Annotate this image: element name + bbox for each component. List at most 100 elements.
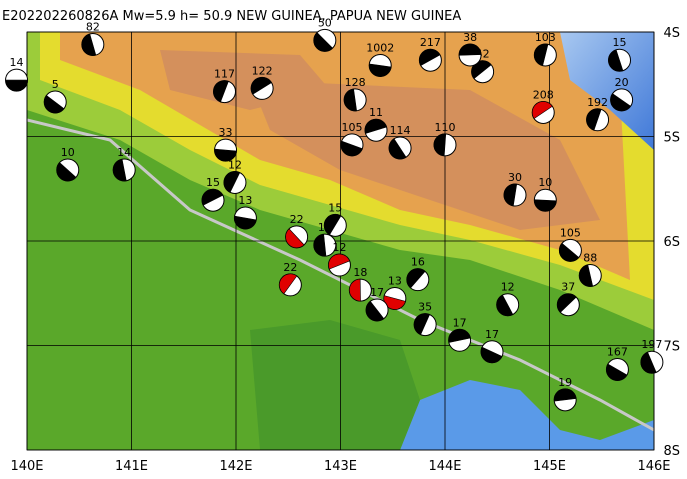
depth-label: 12	[501, 281, 515, 294]
depth-label: 208	[533, 88, 554, 101]
compression-quadrant	[503, 183, 518, 207]
compression-quadrant	[496, 294, 514, 316]
depth-label: 19	[558, 376, 572, 389]
compression-quadrant	[579, 264, 594, 287]
y-tick-label: 5S	[663, 131, 680, 146]
y-tick-label: 6S	[663, 235, 680, 250]
depth-label: 122	[252, 64, 273, 77]
depth-label: 50	[318, 16, 332, 29]
compression-quadrant	[557, 293, 577, 313]
compression-quadrant	[340, 140, 363, 157]
x-tick-label: 144E	[428, 459, 461, 474]
depth-label: 14	[10, 56, 24, 69]
depth-label: 105	[560, 226, 581, 239]
depth-label: 16	[411, 256, 425, 269]
compression-quadrant	[406, 268, 426, 289]
depth-label: 114	[390, 124, 411, 137]
depth-label: 192	[587, 96, 608, 109]
depth-label: 22	[290, 213, 304, 226]
depth-label: 14	[117, 146, 131, 159]
depth-label: 117	[214, 68, 235, 81]
depth-label: 1002	[366, 41, 394, 54]
compression-quadrant	[201, 189, 224, 206]
compression-quadrant	[480, 346, 503, 363]
compression-quadrant	[365, 300, 385, 322]
compression-quadrant	[383, 295, 406, 310]
compression-quadrant	[534, 43, 549, 67]
compression-quadrant	[5, 79, 28, 92]
compression-quadrant	[433, 133, 447, 157]
compression-quadrant	[532, 101, 553, 120]
compression-quadrant	[471, 60, 492, 80]
depth-label: 82	[86, 21, 100, 34]
compression-quadrant	[553, 388, 577, 402]
depth-label: 38	[463, 31, 477, 44]
depth-label: 103	[535, 31, 556, 44]
depth-label: 18	[353, 266, 367, 279]
depth-label: 15	[206, 176, 220, 189]
depth-label: 15	[328, 201, 342, 214]
x-tick-label: 146E	[637, 459, 670, 474]
depth-label: 22	[283, 261, 297, 274]
y-tick-label: 8S	[663, 444, 680, 459]
compression-quadrant	[250, 77, 272, 95]
compression-quadrant	[586, 108, 602, 131]
depth-label: 5	[52, 78, 59, 91]
compression-quadrant	[343, 88, 357, 112]
compression-quadrant	[413, 313, 431, 336]
compression-quadrant	[559, 242, 580, 262]
compression-quadrant	[606, 363, 628, 381]
depth-label: 12	[228, 158, 242, 171]
compression-quadrant	[328, 253, 351, 270]
compression-quadrant	[368, 63, 392, 77]
compression-quadrant	[349, 278, 361, 302]
compression-quadrant	[610, 93, 632, 112]
depth-label: 105	[341, 121, 362, 134]
depth-label: 128	[345, 76, 366, 89]
depth-label: 20	[615, 76, 629, 89]
compression-quadrant	[112, 158, 127, 182]
depth-label: 33	[219, 126, 233, 139]
compression-quadrant	[364, 119, 387, 134]
compression-quadrant	[313, 233, 327, 257]
compression-quadrant	[213, 80, 229, 103]
compression-quadrant	[388, 138, 407, 160]
compression-quadrant	[56, 162, 77, 182]
depth-label: 110	[435, 121, 456, 134]
events: 1458211712233101412151322151512131718221…	[5, 16, 664, 412]
compression-quadrant	[81, 33, 97, 56]
compression-quadrant	[458, 43, 482, 56]
compression-quadrant	[285, 228, 305, 249]
graticule	[26, 31, 655, 451]
depth-label: 17	[485, 328, 499, 341]
x-tick-label: 143E	[324, 459, 357, 474]
depth-label: 10	[61, 146, 75, 159]
depth-label: 10	[538, 176, 552, 189]
x-tick-label: 142E	[219, 459, 252, 474]
compression-quadrant	[419, 48, 441, 66]
depth-label: 13	[388, 274, 402, 287]
compression-quadrant	[223, 171, 241, 193]
compression-quadrant	[534, 199, 557, 212]
compression-quadrant	[324, 214, 342, 236]
x-tick-label: 141E	[115, 459, 148, 474]
depth-label: 88	[583, 251, 597, 264]
depth-label: 15	[613, 36, 627, 49]
map-title: E202202260826A Mw=5.9 h= 50.9 NEW GUINEA…	[2, 9, 461, 24]
depth-label: 11	[369, 106, 383, 119]
depth-label: 217	[420, 36, 441, 49]
y-tick-label: 7S	[663, 340, 680, 355]
compression-quadrant	[279, 273, 298, 295]
compression-quadrant	[640, 351, 657, 374]
depth-label: 197	[641, 338, 662, 351]
y-tick-label: 4S	[663, 26, 680, 41]
depth-label: 35	[418, 301, 432, 314]
compression-quadrant	[313, 32, 334, 52]
depth-label: 37	[561, 281, 575, 294]
depth-label: 12	[332, 241, 346, 254]
compression-quadrant	[214, 148, 237, 162]
x-tick-label: 140E	[10, 459, 43, 474]
depth-label: 17	[453, 316, 467, 329]
compression-quadrant	[608, 49, 624, 72]
